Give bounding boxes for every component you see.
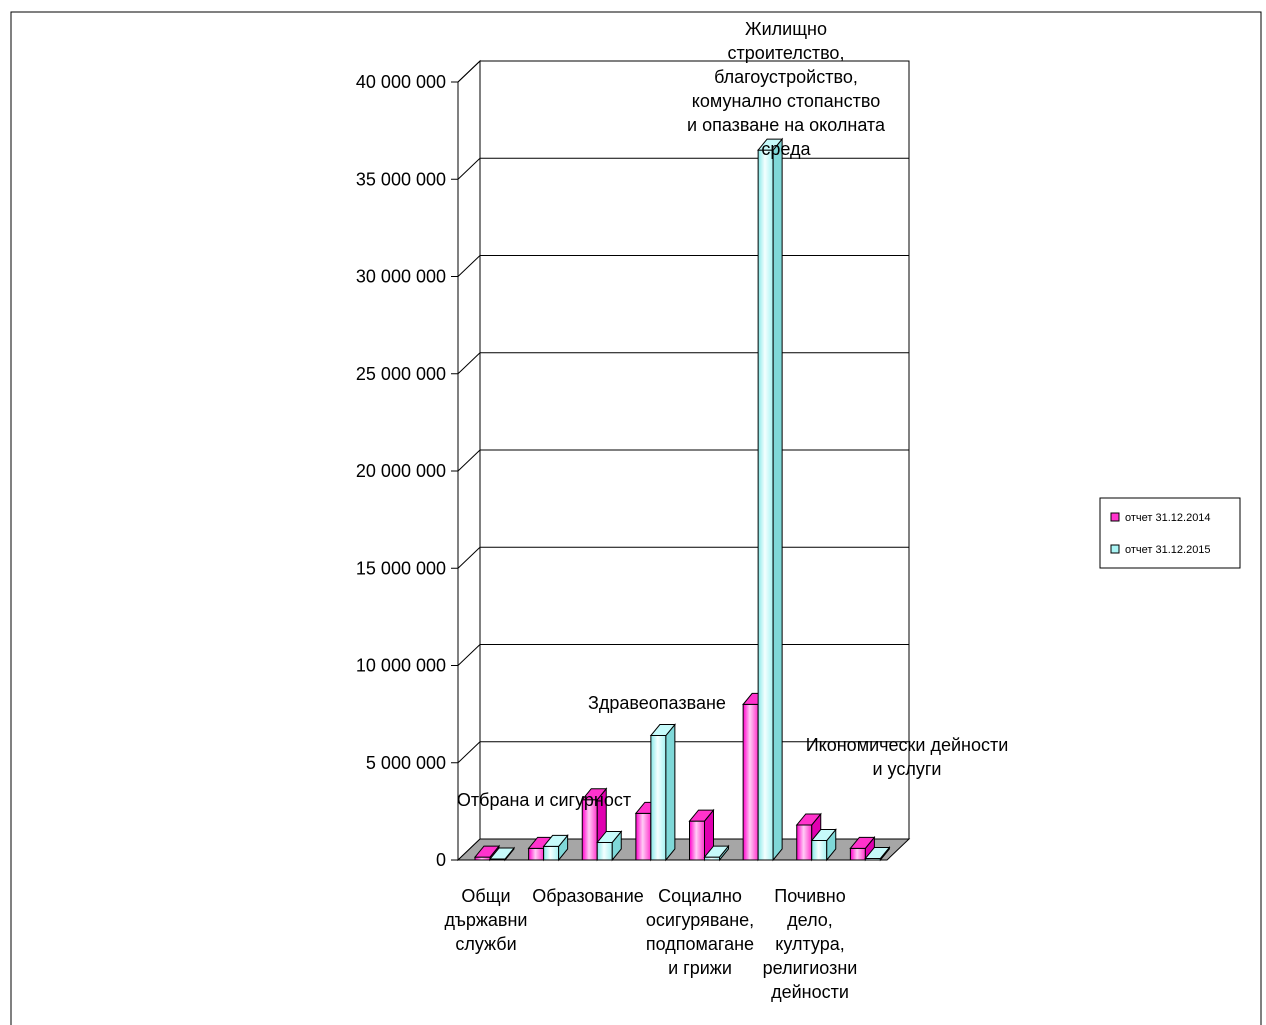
legend-swatch-2015: [1110, 544, 1120, 554]
gridline-side: [457, 255, 481, 277]
category-label: Здравеопазване: [588, 693, 726, 713]
category-label-line: дело,: [787, 910, 833, 930]
category-label-line: Общи: [461, 886, 510, 906]
category-label-line: благоустройство,: [714, 67, 858, 87]
bar: [757, 137, 784, 862]
category-label-line: Почивно: [774, 886, 846, 906]
floor: [456, 838, 911, 861]
category-label-line: комунално стопанство: [692, 91, 880, 111]
bar-side: [665, 723, 676, 862]
y-tick-label: 20 000 000: [356, 461, 446, 481]
bar-top: [757, 138, 784, 151]
category-label: Жилищно строителство, благоустройство, кому…: [687, 19, 886, 159]
bar-top: [542, 834, 569, 847]
category-label-line: Образование: [532, 886, 644, 906]
legend-swatch-2014: [1110, 512, 1120, 522]
bar-top: [864, 846, 891, 859]
category-label-line: култура,: [775, 934, 844, 954]
value-axis: 0 5 000 000 10 000 000 15 000 000 20 000 000…: [356, 72, 459, 870]
gridline-side: [457, 644, 481, 666]
bar-front: [650, 735, 667, 861]
legend: отчет 31.12.2014 отчет 31.12.2015: [1099, 497, 1241, 569]
gridline-side: [457, 449, 481, 472]
category-label-line: религиозни: [763, 958, 858, 978]
category-label-line: и грижи: [668, 958, 732, 978]
category-label-line: Отбрана и сигурност: [457, 790, 631, 810]
legend-label-2015: отчет 31.12.2015: [1125, 544, 1211, 556]
category-label-line: дейности: [771, 982, 849, 1002]
category-label: Икономически дейности и услуги: [806, 735, 1009, 779]
category-label: Образование: [532, 886, 644, 906]
bar-top: [810, 829, 837, 842]
category-label-line: подпомагане: [646, 934, 754, 954]
bar-front: [796, 824, 813, 861]
bar: [703, 844, 730, 862]
bar-top: [581, 788, 608, 801]
bar-top: [703, 845, 730, 858]
legend-label-2014: отчет 31.12.2014: [1125, 512, 1211, 524]
bar-top: [596, 830, 623, 843]
category-label-line: служби: [455, 934, 516, 954]
legend-box: [1099, 497, 1241, 569]
bar-front: [849, 847, 866, 861]
category-label-line: и услуги: [873, 759, 942, 779]
bar: [488, 846, 516, 862]
category-label-line: Социално: [658, 886, 742, 906]
gridline-side: [457, 157, 481, 180]
bar-front: [543, 845, 560, 861]
y-tick-label: 30 000 000: [356, 267, 446, 287]
y-tick-label: 5 000 000: [366, 753, 446, 773]
category-label-line: строителство,: [728, 43, 845, 63]
bar: [542, 833, 569, 862]
bar: [596, 830, 623, 862]
plot-floor: [456, 838, 911, 861]
bar-front: [689, 820, 705, 861]
category-label: Социално осигуряване, подпомагане и грижи: [646, 886, 754, 978]
gridlines: [457, 60, 909, 764]
bar: [864, 846, 891, 862]
gridline-side: [457, 352, 481, 375]
bar: [810, 828, 837, 862]
bar-front: [596, 841, 613, 861]
bar: [688, 808, 715, 862]
bar-front: [528, 847, 545, 861]
y-tick-label: 25 000 000: [356, 364, 446, 384]
category-labels: Общи държавни служби Отбрана и сигурност Обр…: [445, 19, 1009, 1002]
y-tick-label: 0: [436, 850, 446, 870]
bar-top: [795, 813, 822, 826]
bars: [473, 137, 891, 862]
category-label-line: осигуряване,: [646, 910, 754, 930]
category-label-line: Жилищно: [745, 19, 827, 39]
bar-side: [772, 137, 783, 862]
gridline-side: [457, 741, 481, 764]
category-label-line: Икономически дейности: [806, 735, 1009, 755]
bar-top: [649, 724, 676, 737]
category-label: Общи държавни служби: [445, 886, 528, 954]
category-label-line: държавни: [445, 910, 528, 930]
bar-top: [849, 836, 876, 849]
bar-top: [488, 847, 516, 860]
bar-front: [757, 149, 774, 861]
bar-top: [688, 809, 715, 822]
bar-front: [635, 812, 652, 861]
y-tick-label: 40 000 000: [356, 72, 446, 92]
bar-top: [473, 845, 501, 858]
category-label-line: среда: [761, 139, 811, 159]
bar: [649, 723, 676, 862]
y-tick-label: 15 000 000: [356, 558, 446, 578]
category-label-line: и опазване на околната: [687, 115, 886, 135]
category-label-line: Здравеопазване: [588, 693, 726, 713]
y-tick-label: 10 000 000: [356, 656, 446, 676]
bar-front: [742, 703, 759, 861]
bar-front: [811, 840, 828, 861]
gridline-side: [457, 546, 481, 569]
category-label: Почивно дело, култура, религиозни дейности: [763, 886, 858, 1002]
category-label: Отбрана и сигурност: [457, 790, 631, 810]
y-tick-label: 35 000 000: [356, 169, 446, 189]
gridline-side: [457, 60, 481, 83]
